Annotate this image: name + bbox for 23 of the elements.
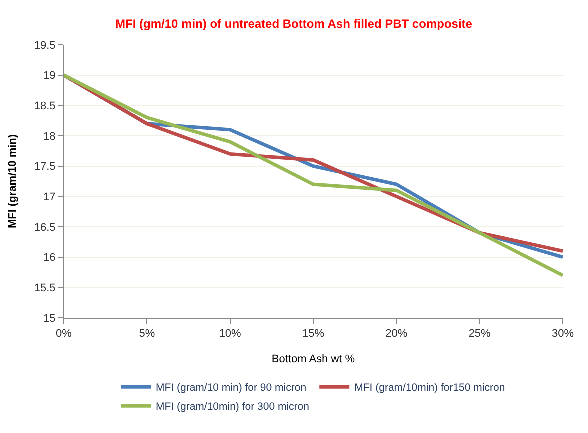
x-tick-label: 5%: [139, 328, 156, 340]
x-tick-label: 30%: [552, 328, 574, 340]
x-tick-label: 25%: [468, 328, 492, 340]
x-tick-label: 0%: [56, 328, 72, 340]
x-axis-title: Bottom Ash wt %: [272, 353, 356, 366]
y-tick-label: 19: [44, 70, 56, 82]
y-tick-label: 15.5: [34, 282, 56, 295]
y-tick-label: 17.5: [34, 161, 56, 174]
legend-label: MFI (gram/10min) for 300 micron: [156, 401, 310, 414]
y-tick-label: 18: [44, 130, 56, 143]
y-tick-label: 17: [44, 192, 56, 204]
legend-label: MFI (gram/10 min) for 90 micron: [156, 382, 307, 394]
y-tick-label: 18.5: [34, 100, 56, 113]
y-tick-label: 19.5: [34, 40, 56, 52]
y-tick-label: 16.5: [34, 222, 56, 234]
chart-title: MFI (gm/10 min) of untreated Bottom Ash filled PBT composite: [116, 16, 473, 31]
legend-label: MFI (gram/10min) for150 micron: [354, 382, 506, 394]
y-axis-title: MFI (gram/10 min): [7, 134, 20, 229]
x-tick-label: 20%: [386, 328, 408, 340]
x-tick-label: 10%: [219, 328, 242, 340]
y-tick-label: 15: [44, 312, 56, 325]
x-tick-label: 15%: [302, 328, 325, 340]
y-tick-label: 16: [44, 252, 56, 264]
